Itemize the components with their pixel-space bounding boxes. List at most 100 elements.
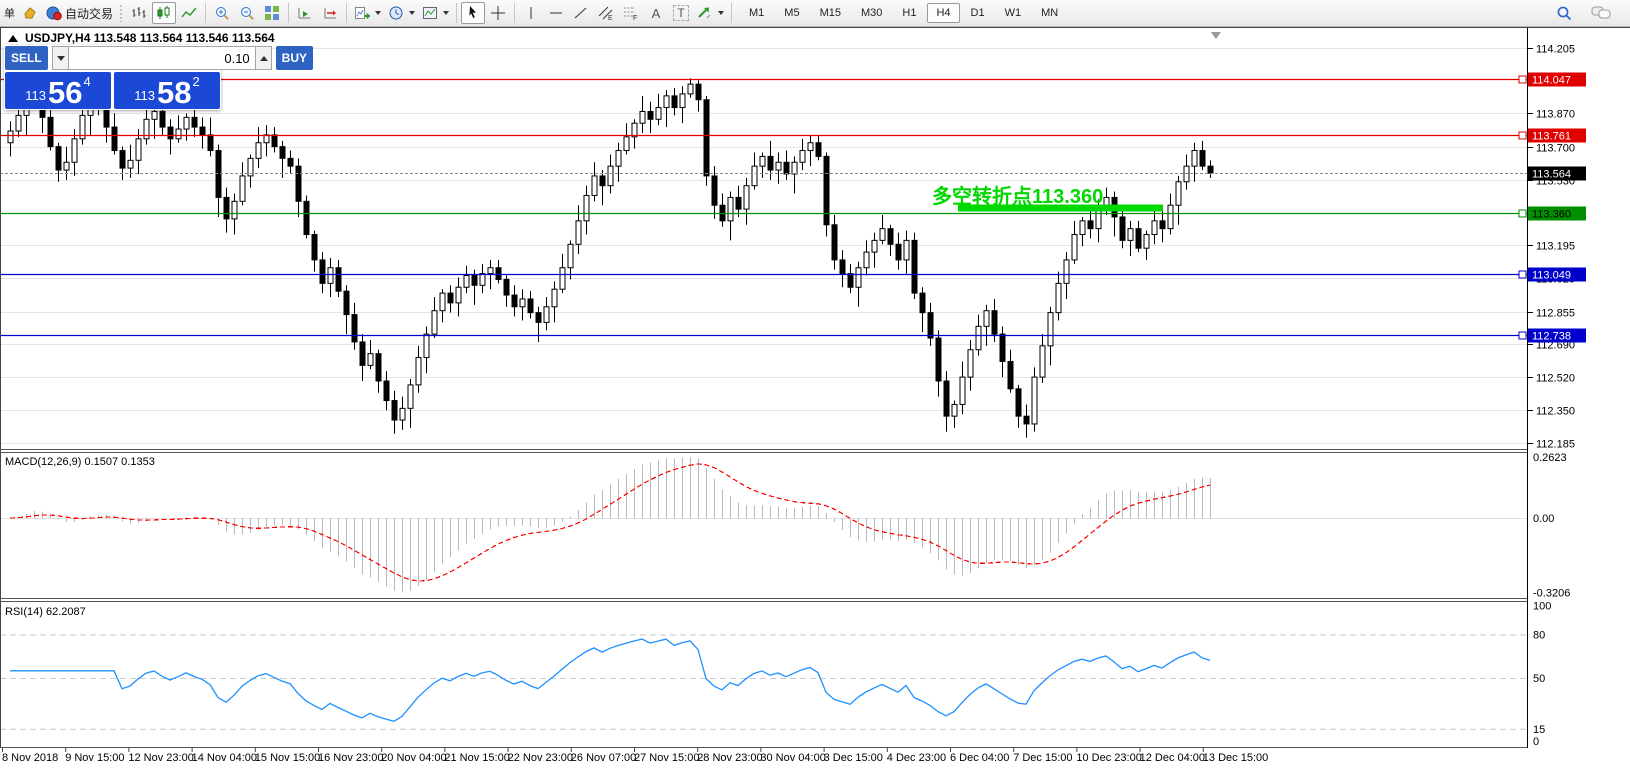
candle — [727, 196, 734, 222]
timeframe-w1[interactable]: W1 — [1004, 7, 1022, 19]
volume-increase-button[interactable] — [254, 46, 272, 70]
new-chart-button[interactable] — [351, 2, 384, 24]
candle — [127, 159, 134, 169]
candle — [535, 312, 542, 323]
text-button[interactable]: A — [644, 2, 668, 24]
zoom-out-button[interactable] — [235, 2, 259, 24]
time-tick-label: 22 Nov 23:00 — [508, 752, 573, 764]
buy-price-display[interactable]: 113 58 2 — [114, 72, 220, 109]
price-tick-label: 112.520 — [1536, 373, 1575, 385]
timeframe-m5[interactable]: M5 — [784, 7, 800, 19]
cursor-button[interactable] — [461, 2, 486, 24]
candle — [879, 228, 886, 241]
timeframe-d1[interactable]: D1 — [970, 7, 985, 19]
timeframe-h4[interactable]: H4 — [927, 3, 960, 23]
triangle-down-icon — [56, 56, 65, 61]
line-anchor-marker[interactable] — [1518, 75, 1527, 84]
chart-shift-marker[interactable] — [1211, 32, 1221, 39]
trendline-icon — [573, 5, 589, 21]
toolbar-right-group — [1552, 2, 1614, 24]
timeframe-m30[interactable]: M30 — [860, 7, 883, 19]
equidistant-channel-button[interactable]: E — [594, 2, 618, 24]
bar-chart-button[interactable] — [127, 2, 151, 24]
candle — [1063, 259, 1070, 284]
candle — [503, 278, 510, 296]
main-toolbar: 单 自动交易 E — [0, 0, 1630, 27]
timeframe-h1[interactable]: H1 — [902, 7, 917, 19]
toolbar-grip[interactable] — [119, 4, 125, 22]
price-tick-label: 112.350 — [1536, 406, 1575, 418]
candle — [1207, 165, 1214, 174]
shapes-button[interactable] — [694, 2, 727, 24]
buy-button[interactable]: BUY — [275, 46, 314, 70]
time-tick-label: 10 Dec 23:00 — [1076, 752, 1141, 764]
time-tick-label: 21 Nov 15:00 — [444, 752, 509, 764]
line-anchor-marker[interactable] — [1518, 131, 1527, 140]
auto-scroll-button[interactable] — [293, 2, 317, 24]
channel-icon: E — [598, 5, 614, 21]
candlestick-chart-button[interactable] — [152, 2, 177, 24]
chart-header: USDJPY,H4 113.548 113.564 113.546 113.56… — [8, 31, 275, 45]
timeframe-mn[interactable]: MN — [1041, 7, 1059, 19]
sell-price-display[interactable]: 113 56 4 — [5, 72, 111, 109]
templates-button[interactable] — [419, 2, 452, 24]
candle — [703, 99, 710, 177]
timeframe-m15[interactable]: M15 — [819, 7, 841, 19]
candle — [79, 114, 86, 140]
annotation-text[interactable]: 多空转折点113.360 — [932, 184, 1103, 208]
candle — [391, 400, 398, 421]
horizontal-line-button[interactable] — [544, 2, 568, 24]
candle — [55, 146, 62, 171]
candle — [927, 312, 934, 339]
line-anchor-marker[interactable] — [1518, 331, 1527, 340]
time-tick-label: 4 Dec 23:00 — [887, 752, 946, 764]
sell-button[interactable]: SELL — [5, 46, 48, 70]
candle — [1079, 220, 1086, 236]
macd-axis-label: 0.2623 — [1533, 452, 1567, 464]
zoom-in-icon — [214, 5, 230, 21]
toolbar-separator — [288, 3, 290, 23]
autotrading-button[interactable]: 自动交易 — [43, 2, 116, 24]
candle — [943, 380, 950, 417]
line-chart-button[interactable] — [177, 2, 201, 24]
candle — [807, 142, 814, 152]
volume-decrease-button[interactable] — [51, 46, 69, 70]
svg-text:F: F — [633, 15, 637, 21]
collapse-chart-icon[interactable] — [8, 34, 18, 42]
candle — [71, 138, 78, 163]
highlight-segment[interactable] — [958, 204, 1163, 212]
tile-windows-button[interactable] — [260, 2, 284, 24]
dropdown-arrow-icon — [718, 11, 725, 15]
candle — [1055, 282, 1062, 314]
candle — [207, 134, 214, 152]
label-button[interactable]: T — [669, 2, 693, 24]
candle — [143, 118, 150, 140]
candle — [431, 310, 438, 335]
vertical-line-button[interactable] — [519, 2, 543, 24]
chart-shift-button[interactable] — [318, 2, 342, 24]
search-button[interactable] — [1552, 2, 1576, 24]
candle — [135, 138, 142, 161]
metaeditor-button[interactable] — [18, 2, 42, 24]
timeframe-m1[interactable]: M1 — [749, 7, 765, 19]
line-anchor-marker[interactable] — [1518, 209, 1527, 218]
fibonacci-button[interactable]: F — [619, 2, 643, 24]
new-order-button-partial[interactable]: 单 — [4, 8, 15, 20]
price-tick-label: 112.855 — [1536, 308, 1575, 320]
candle — [583, 194, 590, 222]
line-anchor-marker[interactable] — [1518, 270, 1527, 279]
current-price-label — [1528, 166, 1586, 181]
periods-button[interactable] — [385, 2, 418, 24]
zoom-in-button[interactable] — [210, 2, 234, 24]
volume-input[interactable] — [68, 46, 255, 70]
trendline-button[interactable] — [569, 2, 593, 24]
shapes-icon — [697, 5, 713, 21]
chat-button[interactable] — [1588, 2, 1614, 24]
candle — [111, 126, 118, 152]
time-tick-label: 26 Nov 07:00 — [571, 752, 636, 764]
candle — [863, 251, 870, 269]
candle — [1151, 220, 1158, 236]
crosshair-button[interactable] — [486, 2, 510, 24]
